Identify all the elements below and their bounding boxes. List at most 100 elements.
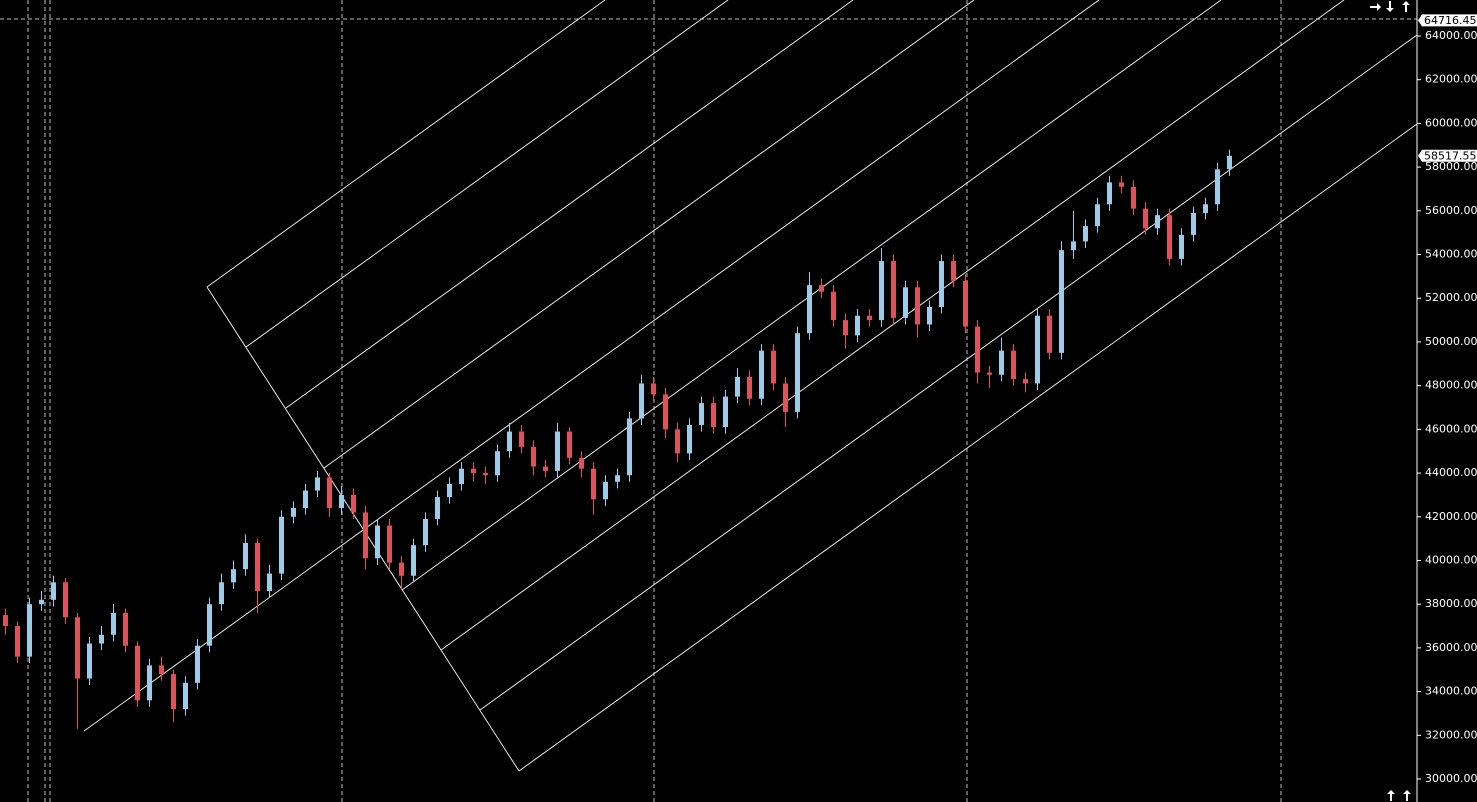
candle-body: [135, 645, 140, 701]
zoom-up-icon[interactable]: [1403, 790, 1411, 801]
candle-body: [855, 315, 860, 336]
candle-body: [795, 333, 800, 412]
candle-body: [771, 350, 776, 384]
candle-body: [1071, 241, 1076, 251]
candle-body: [75, 617, 80, 679]
candle-body: [435, 497, 440, 519]
candle-body: [363, 512, 368, 559]
price-axis: 30000.00 32000.00 34000.00 36000.00 38000.00…: [1417, 14, 1477, 785]
candle-body: [1155, 215, 1160, 229]
candle-body: [447, 483, 452, 498]
y-tick-label: 58000.00: [1425, 160, 1477, 173]
candle-body: [1191, 213, 1196, 235]
candle-body: [867, 315, 872, 321]
candle-body: [387, 525, 392, 563]
candle-body: [279, 516, 284, 574]
candle-body: [639, 383, 644, 419]
candle-body: [543, 466, 548, 471]
candle-body: [1059, 250, 1064, 353]
candle-body: [603, 481, 608, 500]
channel-line: [479, 34, 1418, 711]
candle-body: [1215, 169, 1220, 205]
y-tick-label: 30000.00: [1425, 772, 1477, 785]
crosshair-price-label: 64716.45: [1424, 14, 1477, 27]
candle-body: [171, 674, 176, 710]
y-tick-label: 38000.00: [1425, 597, 1477, 610]
y-tick-label: 42000.00: [1425, 510, 1477, 523]
y-tick-label: 50000.00: [1425, 335, 1477, 348]
channel-line: [206, 0, 606, 288]
candle-body: [339, 494, 344, 509]
candle-body: [1203, 204, 1208, 214]
y-tick-label: 34000.00: [1425, 685, 1477, 698]
candle-body: [783, 383, 788, 412]
channel-line: [518, 123, 1418, 772]
candle-body: [483, 473, 488, 476]
candle-body: [987, 372, 992, 375]
candle-body: [219, 582, 224, 605]
candle-body: [1167, 215, 1172, 259]
candle-body: [1011, 350, 1016, 380]
zoom-up-icon[interactable]: [1387, 790, 1395, 801]
candle-body: [459, 468, 464, 484]
candle-body: [1083, 226, 1088, 242]
candle-body: [471, 468, 476, 474]
candle-body: [267, 573, 272, 592]
candle-body: [915, 287, 920, 325]
scroll-right-icon[interactable]: [1370, 3, 1381, 11]
crosshair-price-label-box: [1418, 14, 1477, 27]
candle-body: [1095, 204, 1100, 227]
candle-body: [1107, 182, 1112, 205]
y-tick-label: 36000.00: [1425, 641, 1477, 654]
candle-body: [375, 525, 380, 559]
candle-body: [495, 451, 500, 476]
candle-body: [843, 320, 848, 336]
y-tick-label: 44000.00: [1425, 466, 1477, 479]
y-tick-label: 46000.00: [1425, 422, 1477, 435]
candle-body: [663, 394, 668, 430]
candle-body: [951, 261, 956, 281]
candle-body: [675, 429, 680, 454]
candle-body: [723, 396, 728, 428]
candle-body: [183, 682, 188, 710]
candle-body: [891, 261, 896, 318]
y-tick-label: 64000.00: [1425, 29, 1477, 42]
candle-body: [327, 477, 332, 509]
candle-body: [1119, 182, 1124, 187]
candle-body: [123, 612, 128, 646]
candle-body: [903, 287, 908, 318]
candle-body: [207, 604, 212, 646]
scroll-up-icon[interactable]: [1402, 1, 1410, 12]
y-tick-label: 54000.00: [1425, 248, 1477, 261]
candle-body: [963, 280, 968, 327]
scroll-down-icon[interactable]: [1386, 1, 1394, 12]
candle-body: [423, 518, 428, 546]
candles: [3, 149, 1232, 729]
candle-body: [39, 599, 44, 605]
candle-body: [3, 615, 8, 627]
y-tick-label: 52000.00: [1425, 291, 1477, 304]
candle-body: [195, 645, 200, 683]
candle-body: [807, 285, 812, 334]
candle-body: [651, 383, 656, 395]
candle-body: [1179, 234, 1184, 259]
candle-body: [1023, 379, 1028, 384]
scroll-icons: [1370, 1, 1411, 801]
candle-body: [567, 431, 572, 458]
candle-body: [975, 326, 980, 373]
candle-body: [1143, 208, 1148, 229]
candle-body: [411, 545, 416, 576]
candle-body: [291, 508, 296, 517]
last-price-label-box: [1418, 149, 1477, 162]
candle-body: [939, 261, 944, 307]
candle-body: [27, 604, 32, 657]
candle-body: [831, 291, 836, 321]
y-tick-label: 56000.00: [1425, 204, 1477, 217]
channel-line: [245, 0, 729, 348]
candle-body: [555, 431, 560, 471]
y-tick-label: 40000.00: [1425, 553, 1477, 566]
candle-body: [231, 569, 236, 583]
channel-line: [323, 0, 975, 469]
